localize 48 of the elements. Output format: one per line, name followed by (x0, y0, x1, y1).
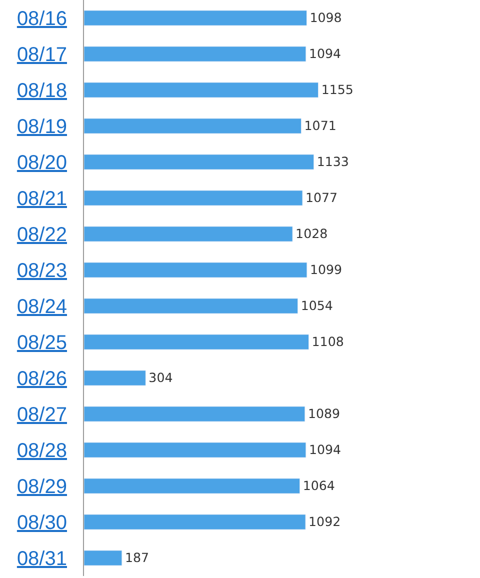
bar (84, 118, 302, 134)
y-tick-label: 08/23 (16, 260, 67, 282)
data-label: 1098 (310, 10, 342, 26)
data-label: 1064 (302, 478, 335, 494)
y-tick-label: 08/18 (16, 80, 67, 102)
bar (84, 10, 308, 26)
y-tick-label: 08/17 (16, 44, 67, 66)
bar (84, 406, 306, 422)
bar (84, 46, 306, 62)
bar (84, 154, 314, 170)
data-label: 1071 (304, 118, 336, 134)
data-label: 1028 (296, 226, 328, 242)
y-tick-label: 08/20 (16, 152, 67, 174)
bar (84, 82, 319, 98)
y-tick-label: 08/27 (16, 404, 67, 426)
bar (84, 298, 298, 314)
y-tick-label: 08/26 (16, 368, 67, 390)
y-tick-label: 08/25 (16, 332, 67, 354)
y-tick-label: 08/29 (16, 476, 67, 498)
bar (84, 190, 303, 206)
y-tick-label: 08/21 (16, 188, 67, 210)
data-label: 1094 (308, 46, 342, 62)
bar (84, 550, 122, 566)
bar (84, 442, 306, 458)
bar (84, 514, 306, 530)
data-label: 1133 (316, 154, 349, 170)
bar (84, 262, 308, 278)
bar (84, 334, 310, 350)
data-label: 1108 (312, 334, 344, 350)
bar (84, 478, 300, 494)
bar (84, 226, 293, 242)
y-tick-label: 08/19 (16, 116, 67, 138)
data-label: 1077 (306, 190, 338, 206)
data-label: 1092 (308, 514, 341, 530)
data-label: 304 (148, 370, 173, 386)
data-label: 1094 (308, 442, 342, 458)
y-tick-label: 08/28 (16, 440, 67, 462)
data-label: 1054 (300, 298, 333, 314)
data-label: 1155 (321, 82, 354, 98)
y-tick-label: 08/31 (16, 548, 67, 570)
bar (84, 370, 146, 386)
data-label: 187 (124, 550, 149, 566)
y-tick-label: 08/24 (16, 296, 67, 318)
y-tick-label: 08/30 (16, 512, 67, 534)
y-tick-label: 08/16 (16, 8, 67, 30)
data-label: 1089 (308, 406, 340, 422)
y-tick-label: 08/22 (16, 224, 67, 246)
data-label: 1099 (310, 262, 342, 278)
